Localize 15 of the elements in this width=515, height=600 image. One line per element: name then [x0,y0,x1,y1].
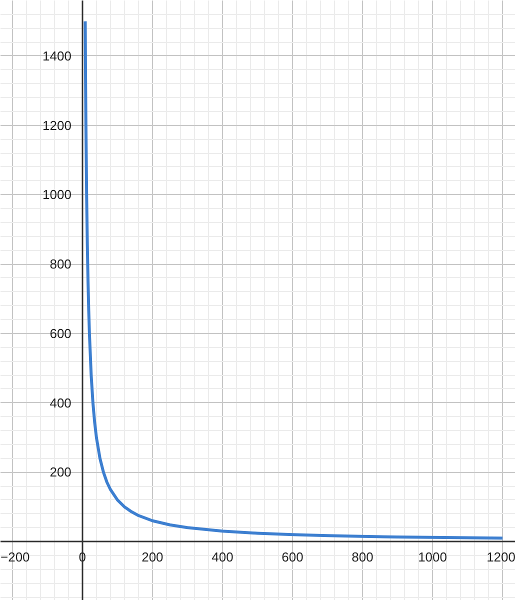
x-tick-label: 400 [212,550,234,565]
x-tick-label: −200 [0,550,30,565]
y-tick-label: 1000 [42,187,72,202]
y-tick-label: 800 [50,256,72,272]
x-tick-label: 1000 [418,550,447,565]
x-tick-label: 1200 [486,550,515,565]
y-tick-label: 1200 [42,118,72,133]
x-tick-label: 600 [282,550,304,565]
y-tick-label: 1400 [42,48,72,64]
y-tick-label: 200 [50,464,72,480]
line-series [84,20,504,540]
y-tick-label: 400 [50,395,72,410]
x-tick-label: 200 [142,550,164,565]
x-tick-label: 800 [352,550,374,565]
y-tick-label: 600 [50,326,72,341]
